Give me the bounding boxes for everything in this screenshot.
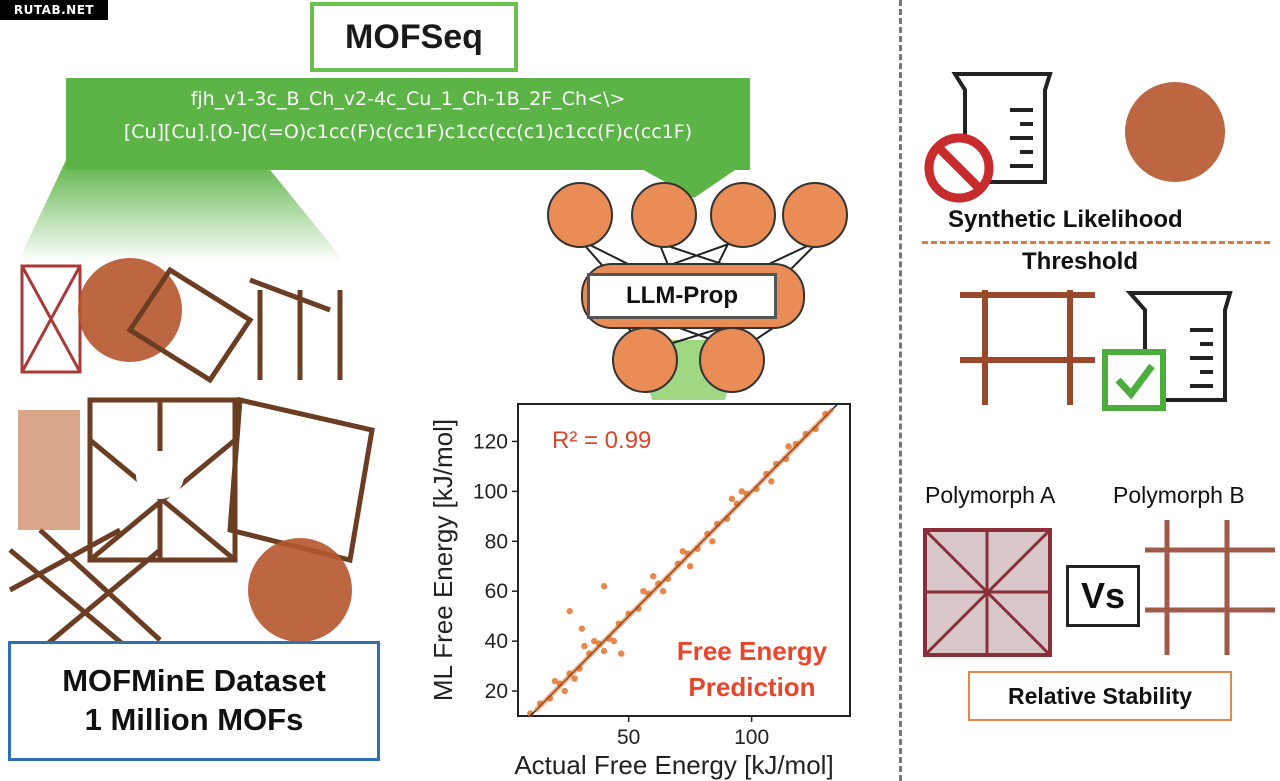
data-point (679, 548, 686, 555)
input-node (782, 182, 848, 248)
mofseq-title: MOFSeq (310, 2, 518, 72)
data-point (640, 588, 647, 595)
y-tick-label: 80 (485, 530, 508, 553)
checkmark-icon (1102, 349, 1166, 411)
data-point (581, 642, 588, 650)
mof-structure-collage (8, 258, 375, 650)
data-point (738, 488, 745, 495)
data-point (728, 495, 736, 503)
dataset-title: MOFMinE Dataset (62, 663, 326, 699)
y-tick-label: 40 (485, 630, 508, 653)
watermark-logo: RUTAB.NET (0, 0, 108, 20)
vs-label: Vs (1066, 565, 1140, 627)
data-point (566, 607, 573, 615)
mofid-sequence: fjh_v1-3c_B_Ch_v2-4c_Cu_1_Ch-1B_2F_Ch<\> (190, 88, 626, 110)
dataset-box: MOFMinE Dataset 1 Million MOFs (8, 641, 380, 761)
prohibited-icon (924, 133, 994, 203)
right-panel-art (923, 72, 1275, 657)
llm-prop-label: LLM-Prop (587, 273, 777, 319)
output-node (699, 327, 765, 393)
input-node (547, 182, 613, 248)
polymorph-b-structure (1145, 520, 1275, 655)
input-node (710, 182, 776, 248)
data-point (650, 573, 657, 580)
mof-cluster (78, 258, 182, 362)
y-tick-label: 60 (485, 580, 508, 603)
y-tick-label: 100 (473, 480, 508, 503)
input-node (631, 182, 697, 248)
dataset-size: 1 Million MOFs (84, 702, 304, 737)
data-point (768, 478, 775, 485)
mof-framework (960, 290, 1095, 405)
mof-framework (18, 410, 80, 530)
polymorph-b-label: Polymorph B (1113, 482, 1245, 508)
threshold-label: Threshold (1022, 248, 1139, 275)
data-point (561, 687, 568, 695)
data-point (785, 443, 792, 450)
data-point (618, 650, 625, 657)
polymorph-a-label: Polymorph A (925, 482, 1056, 508)
x-tick-label: 50 (617, 726, 640, 749)
synthetic-likelihood-label: Synthetic Likelihood (948, 206, 1183, 233)
data-point (686, 563, 694, 570)
data-point (600, 583, 608, 590)
relative-stability-label: Relative Stability (968, 671, 1232, 721)
mof-cluster (248, 538, 352, 642)
density-band (533, 407, 835, 713)
threshold-line (922, 241, 1270, 244)
parity-chart: 50 100 20 40 60 80 100 120 R² = 0.99 Free Energ… (428, 403, 851, 780)
data-point (600, 647, 608, 655)
x-axis-label: Actual Free Energy [kJ/mol] (514, 750, 833, 780)
y-tick-label: 120 (473, 430, 508, 453)
data-point (591, 637, 598, 645)
chart-annotation-line-2: Prediction (688, 672, 815, 702)
data-point (578, 625, 586, 632)
r2-label: R² = 0.99 (552, 427, 651, 454)
data-point (571, 675, 578, 682)
section-divider (899, 0, 902, 781)
data-point (610, 637, 618, 645)
polymorph-a-structure (923, 528, 1052, 657)
data-point (709, 538, 716, 545)
y-tick-label: 20 (485, 680, 508, 703)
y-axis-label: ML Free Energy [kJ/mol] (428, 419, 458, 701)
data-point (551, 677, 559, 685)
chart-annotation-line-1: Free Energy (677, 636, 828, 666)
mof-grid (8, 266, 375, 650)
x-tick-label: 100 (734, 726, 769, 749)
mof-cluster (1125, 82, 1225, 182)
data-point (659, 588, 667, 595)
output-node (612, 327, 678, 393)
smiles-sequence: [Cu][Cu].[O-]C(=O)c1cc(F)c(cc1F)c1cc(cc(… (123, 121, 693, 143)
